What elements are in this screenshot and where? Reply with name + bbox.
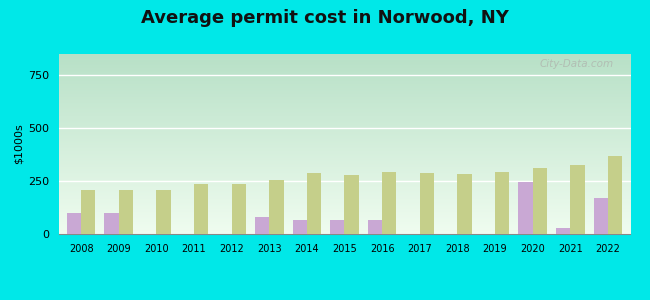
- Bar: [231, 184, 246, 234]
- Bar: [556, 228, 570, 234]
- Y-axis label: $1000s: $1000s: [14, 124, 23, 164]
- Bar: [67, 213, 81, 234]
- Bar: [81, 190, 96, 234]
- Bar: [570, 165, 584, 234]
- Bar: [269, 180, 283, 234]
- Bar: [593, 198, 608, 234]
- Bar: [105, 213, 119, 234]
- Bar: [368, 220, 382, 234]
- Text: City-Data.com: City-Data.com: [540, 59, 614, 69]
- Bar: [157, 190, 171, 234]
- Bar: [119, 190, 133, 234]
- Bar: [255, 217, 269, 234]
- Bar: [344, 175, 359, 234]
- Legend: Norwood village, New York average: Norwood village, New York average: [203, 299, 486, 300]
- Text: Average permit cost in Norwood, NY: Average permit cost in Norwood, NY: [141, 9, 509, 27]
- Bar: [330, 220, 344, 234]
- Bar: [495, 172, 510, 234]
- Bar: [420, 172, 434, 234]
- Bar: [532, 168, 547, 234]
- Bar: [382, 172, 396, 234]
- Bar: [458, 174, 472, 234]
- Bar: [292, 220, 307, 234]
- Bar: [307, 172, 321, 234]
- Bar: [518, 182, 532, 234]
- Bar: [608, 156, 622, 234]
- Bar: [194, 184, 208, 234]
